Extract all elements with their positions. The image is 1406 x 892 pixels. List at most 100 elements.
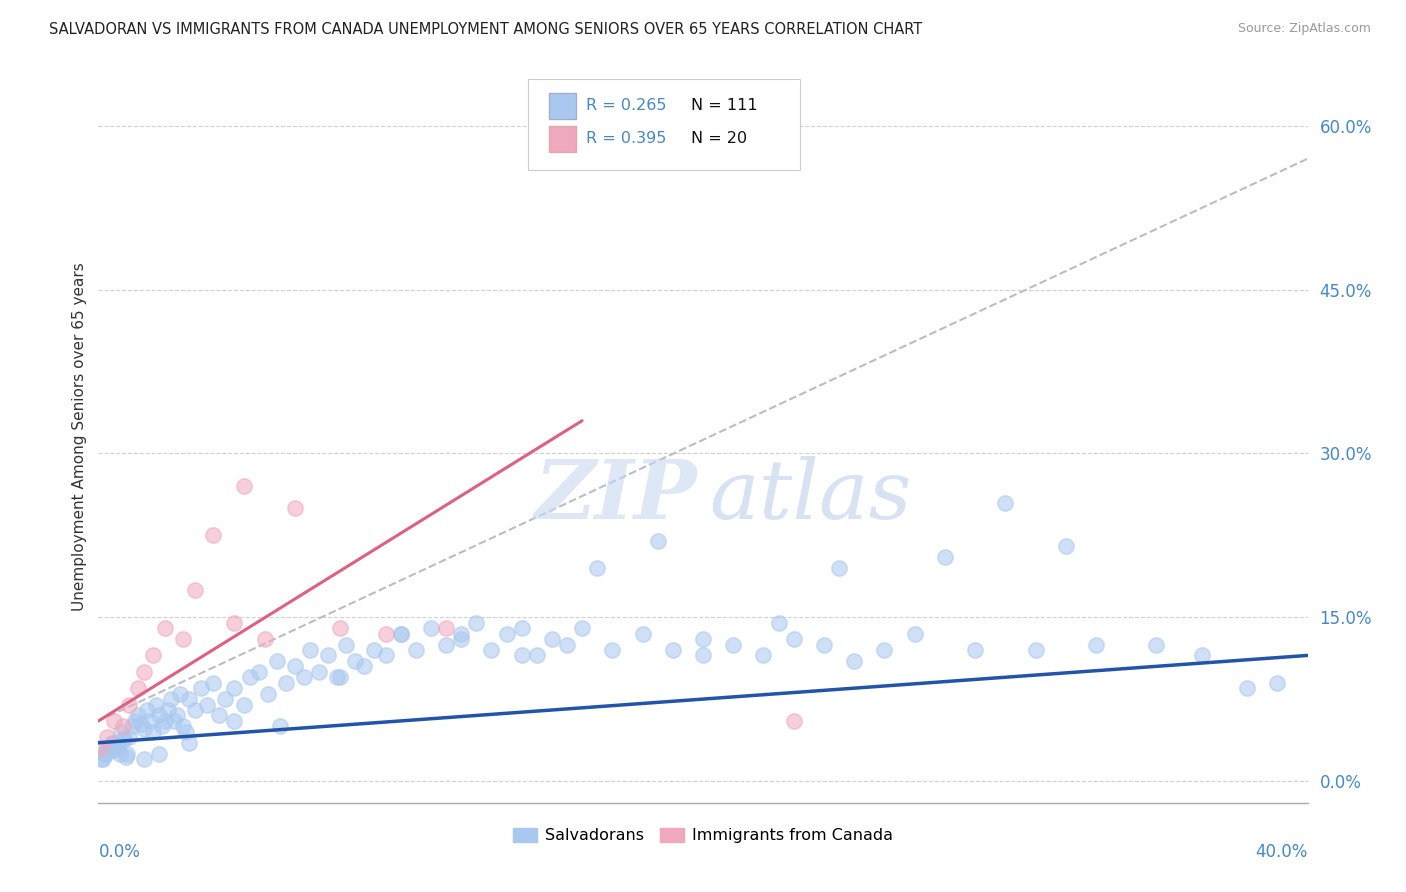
Point xyxy=(190,681,212,695)
Point xyxy=(631,626,654,640)
Point xyxy=(153,621,176,635)
Point xyxy=(405,643,427,657)
Point xyxy=(1267,675,1289,690)
Point xyxy=(111,719,134,733)
Point xyxy=(195,698,218,712)
Point xyxy=(555,638,578,652)
Point xyxy=(135,703,157,717)
Point xyxy=(142,724,165,739)
Point xyxy=(145,698,167,712)
Point xyxy=(374,626,396,640)
Point xyxy=(1191,648,1213,663)
Point xyxy=(253,632,276,646)
Point xyxy=(813,638,835,652)
Text: atlas: atlas xyxy=(709,456,911,535)
Point xyxy=(139,714,162,728)
Point xyxy=(904,626,927,640)
Point xyxy=(179,692,201,706)
Point xyxy=(647,533,669,548)
Point xyxy=(114,750,136,764)
Point xyxy=(163,714,186,728)
Point xyxy=(586,561,609,575)
Point xyxy=(148,747,170,761)
Point xyxy=(363,643,385,657)
Point xyxy=(101,736,124,750)
Point xyxy=(111,732,134,747)
Point xyxy=(100,743,122,757)
Point xyxy=(148,708,170,723)
Point xyxy=(110,724,132,739)
Point xyxy=(873,643,896,657)
Point xyxy=(172,632,194,646)
Point xyxy=(202,528,225,542)
Point xyxy=(150,719,173,733)
Point xyxy=(124,714,146,728)
Point xyxy=(153,714,176,728)
Point xyxy=(224,615,246,630)
Point xyxy=(434,621,457,635)
Point xyxy=(1054,539,1077,553)
Text: ZIP: ZIP xyxy=(534,456,697,535)
Point xyxy=(91,752,114,766)
Point xyxy=(510,648,533,663)
Point xyxy=(465,615,488,630)
Point xyxy=(104,743,127,757)
Point xyxy=(308,665,330,679)
Point xyxy=(292,670,315,684)
Point xyxy=(256,687,278,701)
Point xyxy=(132,665,155,679)
Point xyxy=(450,626,472,640)
Point xyxy=(1024,643,1046,657)
Point xyxy=(121,719,143,733)
Point xyxy=(510,621,533,635)
Point xyxy=(115,747,138,761)
Y-axis label: Unemployment Among Seniors over 65 years: Unemployment Among Seniors over 65 years xyxy=(72,263,87,611)
Point xyxy=(90,752,112,766)
Point xyxy=(571,621,593,635)
Point xyxy=(329,621,352,635)
Text: N = 20: N = 20 xyxy=(690,131,747,146)
Point xyxy=(783,714,806,728)
Point xyxy=(107,739,129,753)
Point xyxy=(329,670,352,684)
Point xyxy=(202,675,225,690)
Point xyxy=(112,732,135,747)
Point xyxy=(174,724,197,739)
Text: Source: ZipAtlas.com: Source: ZipAtlas.com xyxy=(1237,22,1371,36)
Point xyxy=(118,698,141,712)
Point xyxy=(103,714,125,728)
Point xyxy=(284,501,307,516)
Point xyxy=(1085,638,1108,652)
Text: R = 0.265: R = 0.265 xyxy=(586,98,666,113)
Point xyxy=(389,626,412,640)
Text: 40.0%: 40.0% xyxy=(1256,843,1308,861)
Point xyxy=(692,632,714,646)
Text: 0.0%: 0.0% xyxy=(98,843,141,861)
Point xyxy=(184,582,207,597)
Point xyxy=(965,643,987,657)
Point xyxy=(844,654,866,668)
Point xyxy=(284,659,307,673)
Point xyxy=(768,615,790,630)
Point xyxy=(316,648,339,663)
Point xyxy=(169,687,191,701)
Point xyxy=(783,632,806,646)
Point xyxy=(661,643,683,657)
Point xyxy=(232,698,254,712)
Point xyxy=(179,736,201,750)
Point xyxy=(96,741,118,756)
Point xyxy=(602,643,624,657)
Point xyxy=(156,703,179,717)
Point xyxy=(752,648,775,663)
Point xyxy=(723,638,745,652)
Point xyxy=(540,632,562,646)
Point xyxy=(299,643,322,657)
Point xyxy=(526,648,548,663)
Bar xyxy=(550,126,576,152)
Point xyxy=(142,648,165,663)
Point xyxy=(934,550,956,565)
Point xyxy=(224,681,246,695)
Point xyxy=(389,626,412,640)
Point xyxy=(103,736,125,750)
Point xyxy=(232,479,254,493)
